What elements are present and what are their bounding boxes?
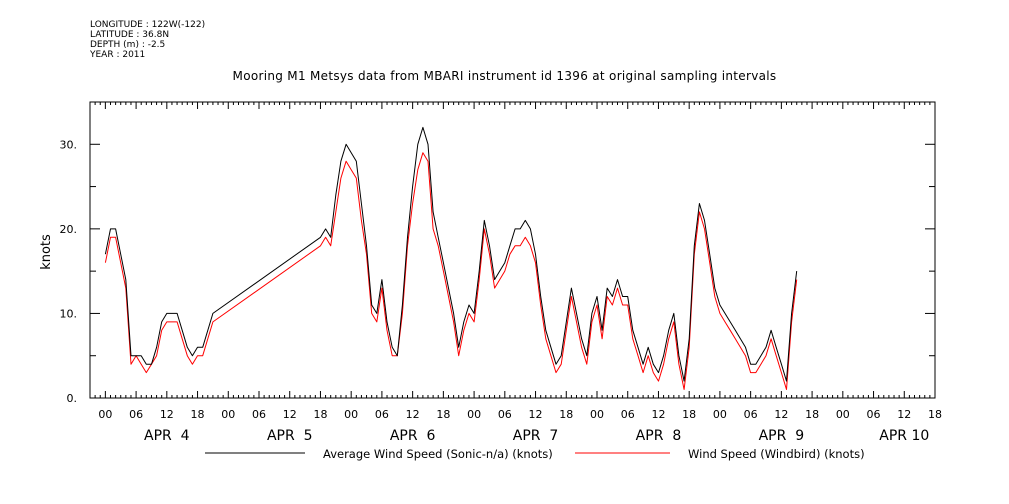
plot-frame: 00 06 12 18 00 06 12 18 00 06 12 18 00 06 12 18 00 06 12 18… [60,101,942,444]
y-axis-label: knots [39,234,54,270]
x-tick-label: 06 [498,408,512,421]
x-tick-label: 12 [651,408,665,421]
x-day-label: APR 9 [759,428,805,444]
x-tick-label: 12 [529,408,543,421]
x-tick-label: 06 [375,408,389,421]
x-tick-label: 06 [744,408,758,421]
x-tick-label: 12 [897,408,911,421]
plot-border [89,101,936,399]
longitude-text: LONGITUDE : 122W(-122) [90,20,206,30]
x-day-label: APR 7 [513,428,559,444]
x-tick-label: 18 [682,408,696,421]
x-tick-label: 18 [928,408,942,421]
x-tick-label: 18 [191,408,205,421]
y-tick-label: 10. [60,307,78,320]
x-day-label: APR 4 [144,428,190,444]
latitude-text: LATITUDE : 36.8N [90,30,170,40]
x-tick-label: 12 [283,408,297,421]
series-layer [104,126,798,390]
x-tick-label: 12 [774,408,788,421]
x-tick-label: 00 [344,408,358,421]
x-tick-label: 12 [406,408,420,421]
y-tick-label: 20. [60,223,78,236]
x-tick-label: 00 [221,408,235,421]
x-tick-label: 00 [98,408,112,421]
x-tick-label: 12 [160,408,174,421]
y-tick-label: 30. [60,138,78,151]
series-line-windbird-wind-speed [104,152,798,390]
x-day-label: APR 6 [390,428,436,444]
x-tick-label: 18 [313,408,327,421]
x-tick-label: 00 [590,408,604,421]
depth-text: DEPTH (m) : -2.5 [90,40,166,50]
x-tick-label: 18 [436,408,450,421]
x-tick-label: 00 [713,408,727,421]
y-tick-label: 0. [67,392,78,405]
x-day-label: APR 10 [879,428,929,444]
legend-windbird-wind-speed-label: Wind Speed (Windbird) (knots) [688,447,865,461]
x-day-label: APR 8 [636,428,682,444]
x-tick-label: 06 [252,408,266,421]
year-text: YEAR : 2011 [90,50,146,60]
legend: Average Wind Speed (Sonic-n/a) (knots) Wi… [205,447,865,461]
series-line-average-wind-speed [104,126,798,382]
x-tick-label: 06 [129,408,143,421]
x-tick-label: 18 [805,408,819,421]
x-tick-label: 06 [621,408,635,421]
chart-title: Mooring M1 Metsys data from MBARI instru… [232,69,777,83]
metadata-block: LONGITUDE : 122W(-122) LATITUDE : 36.8N … [90,20,205,60]
x-tick-label: 06 [867,408,881,421]
x-tick-label: 00 [467,408,481,421]
legend-average-wind-speed-label: Average Wind Speed (Sonic-n/a) (knots) [323,447,553,461]
x-tick-label: 00 [836,408,850,421]
x-day-label: APR 5 [267,428,313,444]
x-tick-label: 18 [559,408,573,421]
